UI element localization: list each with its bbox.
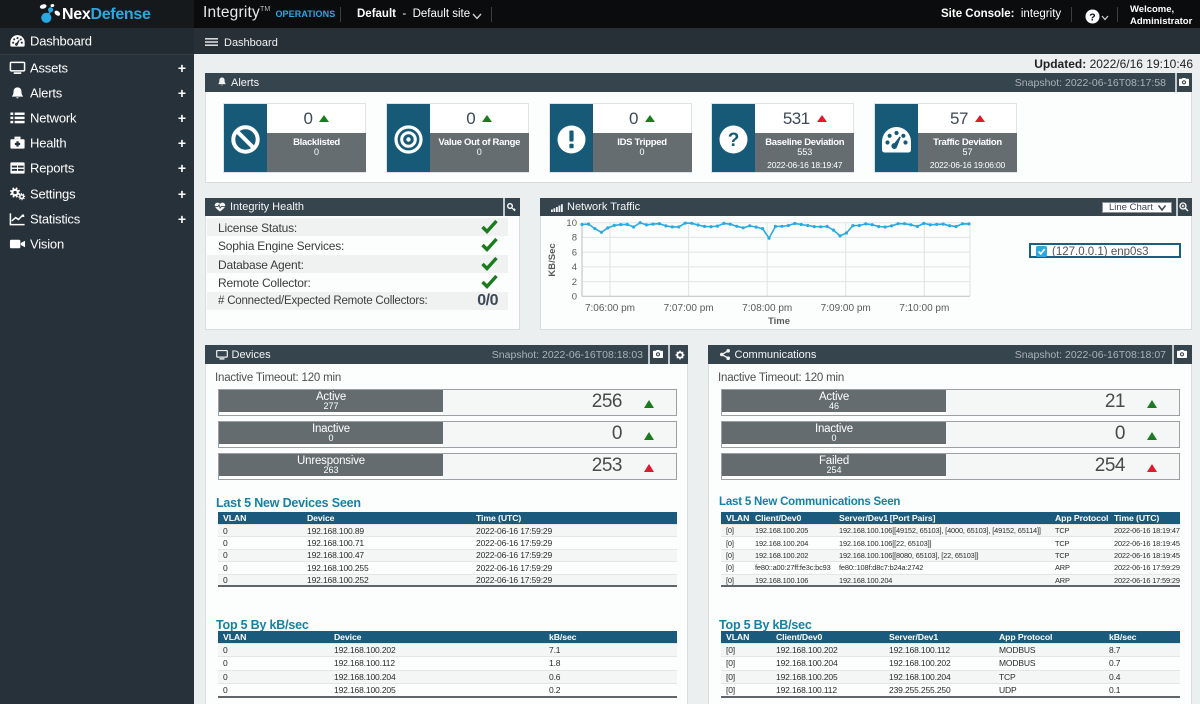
svg-text:0: 0 — [572, 292, 577, 303]
svg-text:2: 2 — [572, 277, 577, 288]
svg-text:10: 10 — [566, 218, 577, 229]
svg-text:7:10:00 pm: 7:10:00 pm — [899, 303, 949, 314]
svg-text:7:09:00 pm: 7:09:00 pm — [821, 303, 871, 314]
svg-text:?: ? — [728, 130, 740, 151]
svg-text:7:06:00 pm: 7:06:00 pm — [585, 303, 635, 314]
svg-text:?: ? — [1089, 11, 1095, 23]
svg-text:6: 6 — [572, 247, 577, 258]
svg-text:8: 8 — [572, 233, 577, 244]
svg-text:7:07:00 pm: 7:07:00 pm — [664, 303, 714, 314]
svg-text:4: 4 — [572, 262, 577, 273]
svg-text:7:08:00 pm: 7:08:00 pm — [742, 303, 792, 314]
svg-text:KB/Sec: KB/Sec — [547, 243, 558, 276]
svg-text:Time: Time — [768, 316, 790, 327]
